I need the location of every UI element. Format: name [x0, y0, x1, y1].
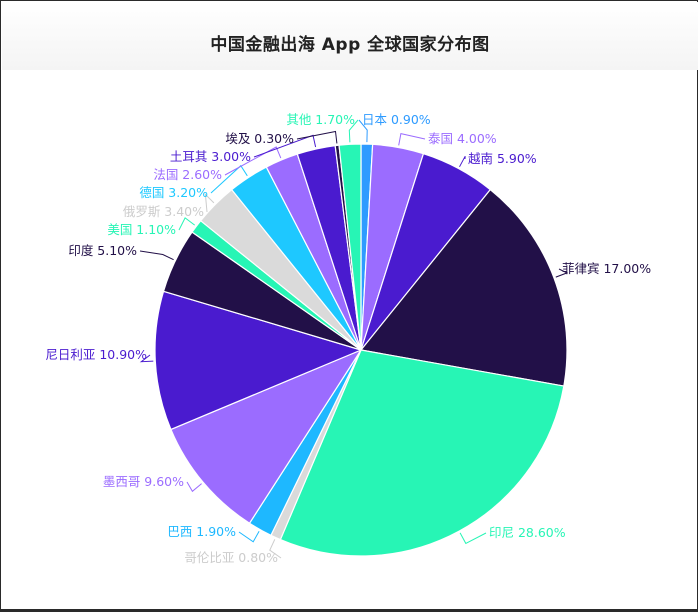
- leader-line: [178, 217, 195, 231]
- leader-line: [224, 146, 282, 176]
- slice-label: 埃及 0.30%: [225, 131, 294, 146]
- leader-line: [210, 164, 248, 194]
- leader-line: [139, 354, 154, 363]
- leader-line: [238, 531, 260, 543]
- slice-label: 哥伦比亚 0.80%: [184, 550, 278, 565]
- slice-5: [279, 349, 565, 557]
- slice-label: 墨西哥 9.60%: [103, 474, 184, 489]
- leader-line: [459, 532, 487, 545]
- slice-label: 巴西 1.90%: [167, 524, 236, 539]
- leader-line: [348, 119, 359, 143]
- slice-17: [338, 143, 362, 351]
- slice-4: [359, 188, 568, 387]
- slice-label: 菲律宾 17.00%: [562, 261, 651, 276]
- leader-line: [253, 134, 317, 158]
- leader-line: [296, 130, 338, 144]
- chart-title: 中国金融出海 App 全球国家分布图: [210, 35, 490, 55]
- slice-8: [170, 348, 363, 525]
- slice-label: 法国 2.60%: [153, 167, 222, 182]
- slice-label: 日本 0.90%: [362, 112, 431, 127]
- leader-line: [358, 119, 368, 143]
- leader-line: [204, 193, 215, 213]
- slice-9: [154, 290, 363, 431]
- leader-line: [139, 250, 174, 261]
- leader-line: [269, 539, 282, 559]
- slice-label: 越南 5.90%: [468, 151, 537, 166]
- slice-label: 印尼 28.60%: [489, 525, 566, 540]
- slice-label: 印度 5.10%: [68, 243, 137, 258]
- leader-line: [555, 268, 569, 278]
- slice-label: 尼日利亚 10.90%: [45, 347, 147, 362]
- leader-line: [398, 132, 426, 146]
- slice-label: 俄罗斯 3.40%: [123, 204, 204, 219]
- leader-line: [186, 481, 202, 493]
- slice-label: 德国 3.20%: [139, 185, 208, 200]
- slice-label: 泰国 4.00%: [428, 131, 497, 146]
- slice-label: 其他 1.70%: [286, 112, 355, 127]
- slice-label: 土耳其 3.00%: [170, 149, 251, 164]
- title-band: 中国金融出海 App 全球国家分布图: [2, 2, 698, 70]
- slice-label: 美国 1.10%: [107, 222, 176, 237]
- leader-line: [459, 155, 466, 168]
